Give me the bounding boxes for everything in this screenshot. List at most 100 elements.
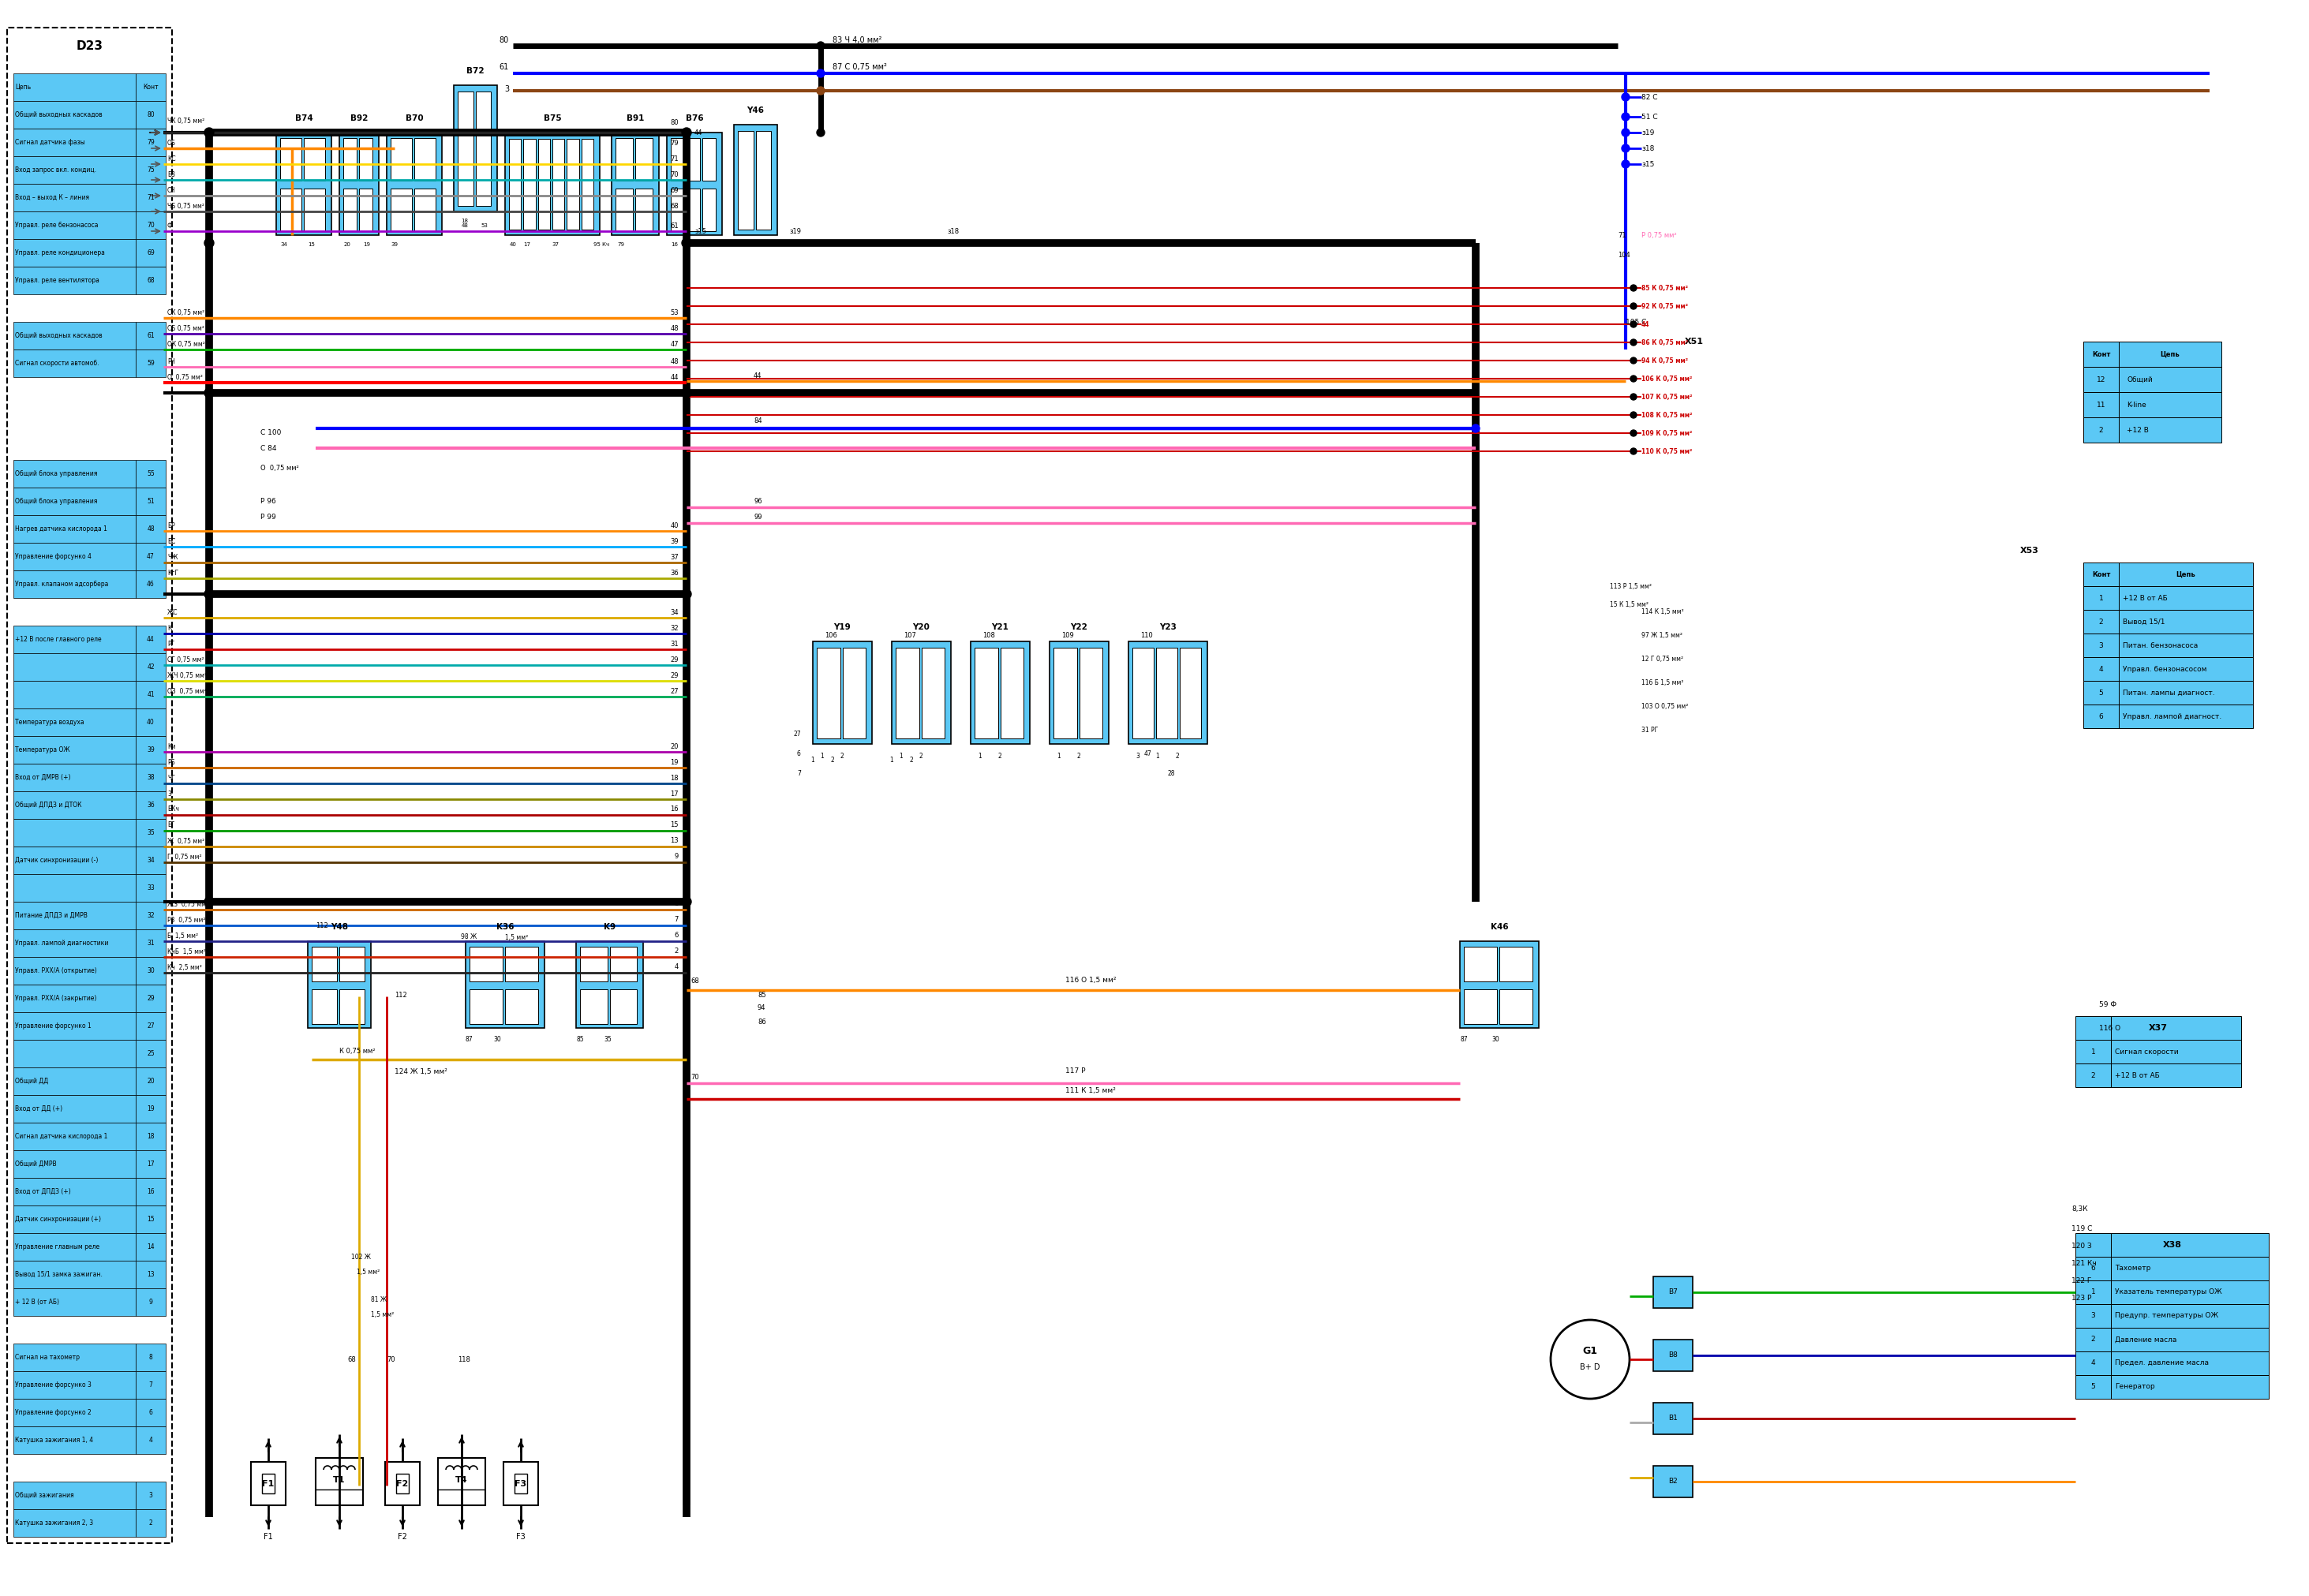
Text: 15 К 1,5 мм²: 15 К 1,5 мм² [1609, 600, 1649, 608]
Bar [14, 1234, 136, 1261]
Text: Давление масла: Давление масла [2115, 1336, 2177, 1344]
Text: 6: 6 [674, 932, 679, 938]
Text: Вход от ДД (+): Вход от ДД (+) [14, 1106, 62, 1112]
Text: Общий ДПДЗ и ДТОК: Общий ДПДЗ и ДТОК [14, 801, 81, 809]
Bar [136, 1481, 166, 1510]
Text: 69: 69 [148, 249, 155, 257]
Text: 37: 37 [670, 554, 679, 560]
Text: B76: B76 [686, 115, 704, 123]
Text: Управление форсунко 2: Управление форсунко 2 [14, 1409, 92, 1416]
Text: Сигнал датчика кислорода 1: Сигнал датчика кислорода 1 [14, 1133, 109, 1140]
Text: 15: 15 [307, 243, 316, 247]
Text: 111 К 1,5 мм²: 111 К 1,5 мм² [1064, 1087, 1115, 1095]
Circle shape [206, 238, 215, 247]
Text: ЧГ: ЧГ [166, 774, 175, 782]
Text: 110: 110 [1141, 632, 1152, 638]
Bar [506, 132, 600, 235]
Bar [136, 211, 166, 239]
Text: 3: 3 [2099, 642, 2103, 650]
Text: Управление форсунко 3: Управление форсунко 3 [14, 1382, 92, 1389]
Text: ЖЧ 0,75 мм²: ЖЧ 0,75 мм² [166, 672, 208, 678]
Bar [14, 1151, 136, 1178]
Text: 59: 59 [148, 359, 155, 367]
Text: Управление форсунко 4: Управление форсунко 4 [14, 554, 92, 560]
Bar [136, 985, 166, 1012]
Text: РГ: РГ [166, 640, 175, 648]
Bar [136, 487, 166, 516]
Text: 9: 9 [674, 854, 679, 860]
Bar [14, 902, 136, 929]
Bar [617, 137, 633, 180]
Bar [136, 1151, 166, 1178]
Text: 39: 39 [670, 538, 679, 544]
Text: 16: 16 [148, 1187, 155, 1195]
Text: 1: 1 [889, 757, 894, 763]
Bar [843, 648, 866, 739]
Bar [136, 267, 166, 294]
Bar [390, 137, 411, 180]
Text: 1: 1 [2099, 594, 2103, 602]
Text: 97 Ж 1,5 мм²: 97 Ж 1,5 мм² [1642, 632, 1683, 638]
Text: 19: 19 [148, 1106, 155, 1112]
Text: 14: 14 [148, 1243, 155, 1250]
Text: 108: 108 [981, 632, 995, 638]
Bar [14, 239, 136, 267]
Text: Вход от ДПДЗ (+): Вход от ДПДЗ (+) [14, 1187, 72, 1195]
Bar [136, 184, 166, 211]
Bar [136, 1012, 166, 1041]
Text: 85: 85 [577, 1036, 584, 1044]
Bar [568, 139, 580, 230]
Bar [2120, 658, 2254, 681]
Text: 68: 68 [670, 203, 679, 209]
Bar [670, 188, 683, 231]
Bar [2083, 417, 2120, 442]
Circle shape [681, 388, 690, 397]
Text: B92: B92 [351, 115, 367, 123]
Bar [457, 91, 473, 206]
Text: 44: 44 [695, 129, 702, 136]
Text: 7: 7 [674, 916, 679, 924]
Text: БР: БР [166, 522, 175, 528]
Circle shape [1621, 113, 1630, 121]
Text: 83 Ч 4,0 мм²: 83 Ч 4,0 мм² [834, 37, 882, 45]
Bar [136, 846, 166, 875]
Bar [136, 350, 166, 377]
Bar [14, 1344, 136, 1371]
Text: 1: 1 [1058, 752, 1060, 760]
Text: 11: 11 [2097, 401, 2106, 409]
Bar [503, 1462, 538, 1505]
Circle shape [681, 238, 690, 247]
Bar [2076, 1041, 2110, 1063]
Text: Цепь: Цепь [2175, 571, 2196, 578]
Bar [2083, 704, 2120, 728]
Text: 2: 2 [2092, 1073, 2094, 1079]
Text: 68: 68 [346, 1355, 356, 1363]
Text: Ф: Ф [166, 222, 173, 230]
Text: Управл. РХХ/А (открытие): Управл. РХХ/А (открытие) [14, 967, 97, 974]
Text: K36: K36 [496, 922, 515, 930]
Text: 70: 70 [690, 1074, 700, 1080]
Text: Температура воздуха: Температура воздуха [14, 718, 83, 726]
Circle shape [817, 86, 824, 94]
Text: 2: 2 [910, 757, 914, 763]
Bar [2110, 1376, 2270, 1398]
Bar [974, 648, 997, 739]
Text: + 12 В (от АБ): + 12 В (от АБ) [14, 1299, 60, 1306]
Text: 2: 2 [1076, 752, 1081, 760]
Text: 1: 1 [810, 757, 815, 763]
Text: 71: 71 [148, 195, 155, 201]
Text: 35: 35 [603, 1036, 612, 1044]
Text: Общий блока управления: Общий блока управления [14, 471, 97, 477]
Bar [2120, 342, 2221, 367]
Text: 108 К 0,75 мм²: 108 К 0,75 мм² [1642, 412, 1692, 418]
Bar [14, 1068, 136, 1095]
Bar [469, 990, 503, 1025]
Text: 2: 2 [997, 752, 1002, 760]
Circle shape [1630, 303, 1637, 310]
Text: Питание ДПДЗ и ДМРВ: Питание ДПДЗ и ДМРВ [14, 911, 88, 919]
Text: з19: з19 [790, 228, 801, 235]
Bar [14, 736, 136, 763]
Text: 70: 70 [670, 171, 679, 177]
Text: 12: 12 [2097, 377, 2106, 383]
Text: 29: 29 [148, 994, 155, 1002]
